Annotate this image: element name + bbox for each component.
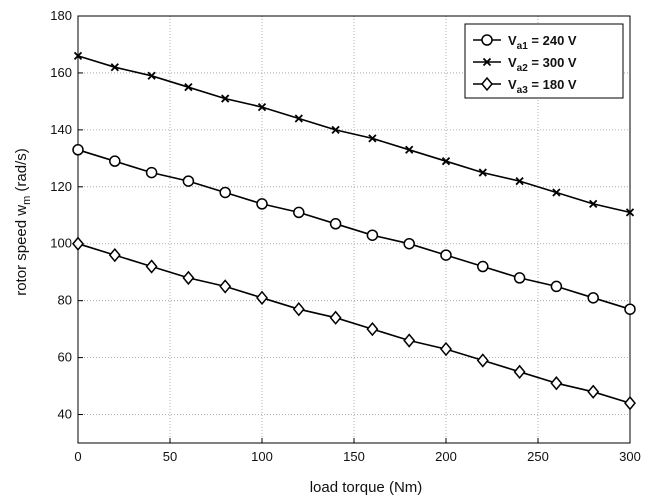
data-point-x [110,63,119,72]
data-point-circle [219,186,231,199]
data-point-x [331,125,340,135]
legend-label-sub: a2 [517,63,529,74]
data-point-x [73,51,83,60]
y-tick-label: 80 [58,293,72,308]
data-point-circle [293,206,305,219]
legend-label: Va1 = 240 V [508,33,577,52]
data-point-circle [624,303,636,315]
y-tick-label: 140 [50,122,72,137]
series-line-1 [77,149,631,310]
data-point-diamond [329,310,342,325]
legend-label-rest: = 180 V [528,77,577,92]
data-point-diamond [624,395,636,411]
x-tick-label: 300 [619,449,641,464]
data-point-x [368,134,377,143]
x-tick-label: 150 [343,449,365,464]
x-axis-label: load torque (Nm) [310,479,423,496]
axis-ticks: 0 50 100 150 200 250 300 40 60 80 100 120 140 160 180 [50,8,641,464]
data-point-circle [182,175,195,187]
data-point-x [405,145,414,154]
legend-label-rest: = 240 V [528,33,577,48]
data-point-circle [72,144,84,156]
x-tick-label: 200 [435,449,457,464]
legend-label-rest: = 300 V [528,55,577,70]
data-point-circle [513,272,526,284]
legend-marker-diamond [481,76,493,92]
legend-label: Va3 = 180 V [508,77,577,96]
data-point-x [478,168,487,177]
series-line-3 [77,242,631,404]
data-point-diamond [513,364,526,380]
data-point-x [552,188,561,197]
data-point-x [589,199,598,209]
y-tick-label: 160 [50,65,72,80]
data-point-diamond [108,247,121,263]
data-point-diamond [440,341,452,357]
y-axis-label-units: (rad/s) [13,148,30,196]
x-tick-label: 250 [527,449,549,464]
data-point-diamond [292,302,305,317]
data-point-diamond [476,353,489,368]
data-point-circle [550,280,563,293]
legend-marker-x [482,57,492,67]
legend-marker-circle [481,34,493,46]
data-point-x [515,176,524,186]
legend-label-main: V [508,33,517,48]
data-point-diamond [145,259,158,274]
data-point-diamond [256,290,268,305]
series-layer [72,51,636,411]
legend-label: Va2 = 300 V [508,55,577,74]
legend-label-sub: a1 [517,41,529,52]
y-tick-label: 180 [50,8,72,23]
data-point-x [441,157,451,166]
y-axis-label-sub: m [21,196,33,205]
y-tick-label: 40 [58,407,72,422]
data-point-x [625,208,635,217]
data-point-circle [256,198,268,210]
x-tick-label: 100 [251,449,273,464]
y-tick-label: 120 [50,179,72,194]
data-point-x [184,83,193,92]
data-point-circle [587,292,599,304]
series-1 [72,144,636,315]
data-point-circle [403,237,415,250]
data-point-x [221,94,230,103]
data-point-diamond [366,321,379,337]
legend-label-main: V [508,55,517,70]
data-point-circle [145,166,158,179]
x-tick-label: 50 [163,449,177,464]
series-2 [73,51,635,217]
data-point-x [147,71,156,80]
legend-label-main: V [508,77,517,92]
data-point-circle [366,229,379,241]
series-3 [72,236,636,411]
x-tick-label: 0 [74,449,81,464]
y-tick-label: 60 [58,350,72,365]
data-point-x [257,102,267,112]
data-point-circle [109,155,121,167]
legend-label-sub: a3 [517,85,529,96]
y-axis-label-main: rotor speed w [13,205,30,296]
data-point-diamond [587,384,600,399]
data-point-x [294,114,303,123]
y-tick-label: 100 [50,236,72,251]
data-point-circle [329,218,342,230]
data-point-circle [477,260,489,273]
data-point-circle [440,249,452,261]
data-point-diamond [550,376,563,391]
data-point-diamond [219,279,232,294]
data-point-diamond [182,270,195,286]
data-point-diamond [72,236,84,251]
data-point-diamond [403,333,416,348]
y-axis-label: rotor speed wm (rad/s) [13,148,33,296]
series-line-2 [77,55,631,214]
